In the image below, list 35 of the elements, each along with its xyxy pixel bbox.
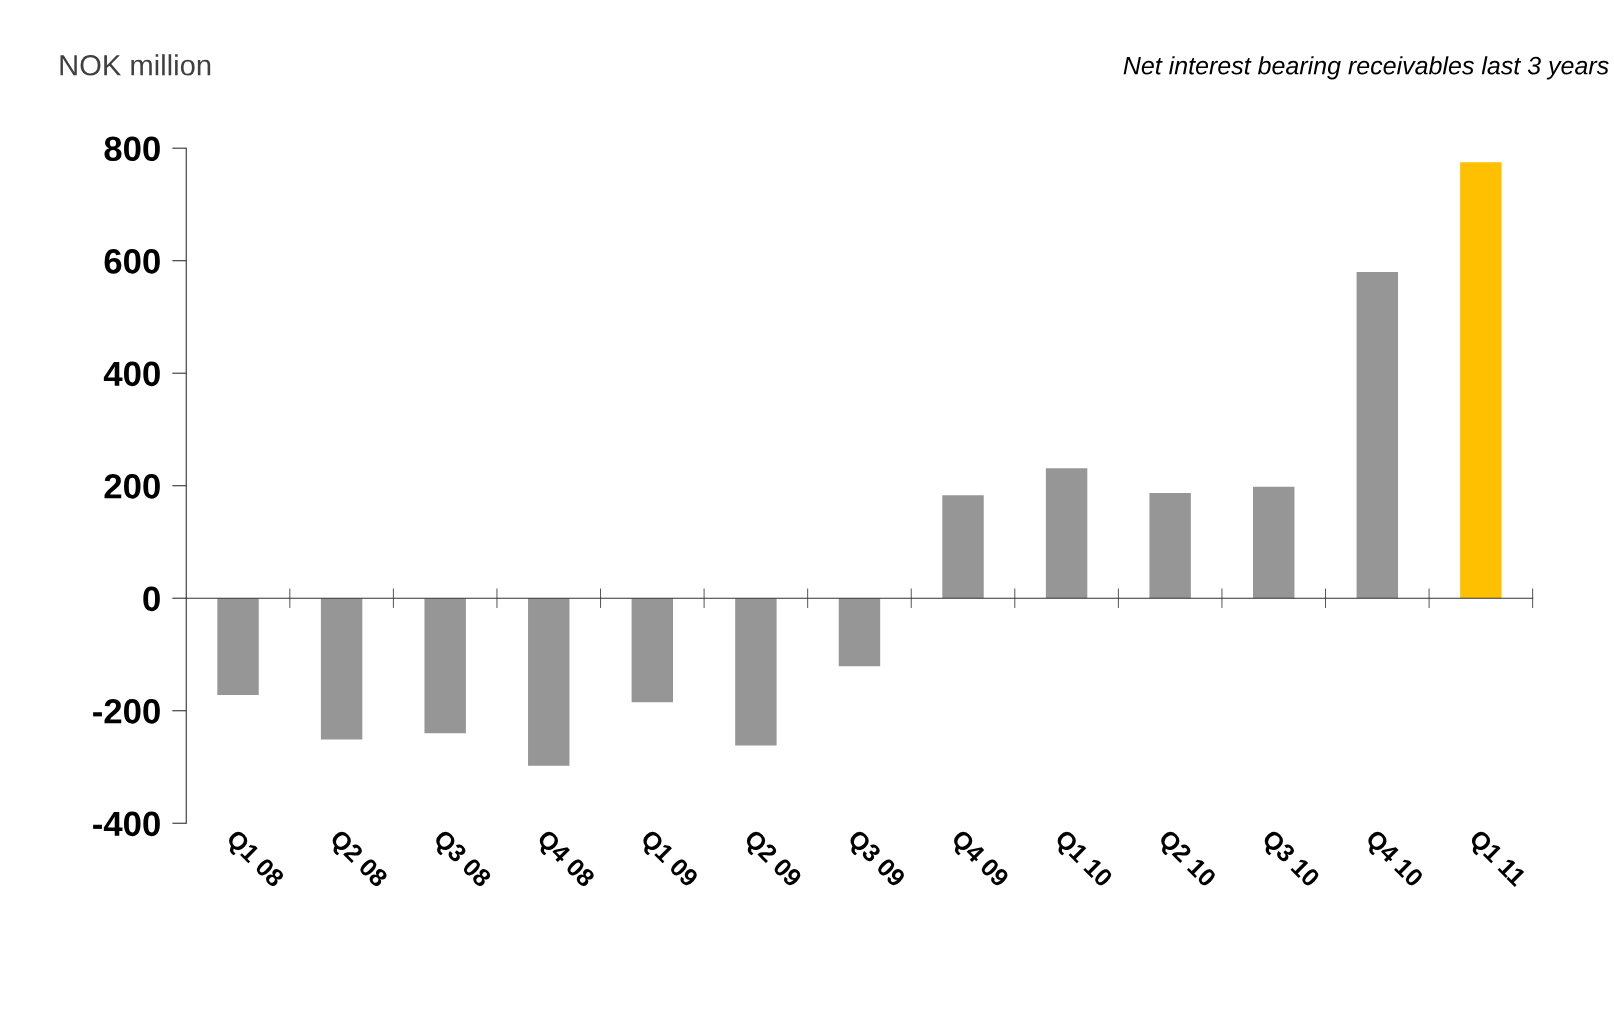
- bar: [942, 495, 984, 599]
- x-tick-label: Q2 10: [1154, 828, 1218, 892]
- bar: [424, 598, 466, 734]
- bar: [320, 598, 363, 740]
- x-tick-label: Q1 09: [636, 828, 700, 892]
- x-tick-label: Q1 08: [222, 828, 286, 892]
- x-tick-label: Q4 08: [533, 828, 596, 892]
- y-axis-title: NOK million: [60, 54, 211, 76]
- bar: [1356, 271, 1399, 599]
- bar: [735, 598, 777, 746]
- bar: [1460, 162, 1502, 599]
- x-tick-label: Q3 08: [429, 828, 493, 892]
- x-tick-label: Q4 10: [1361, 828, 1425, 892]
- y-tick-label: 800: [104, 136, 160, 162]
- chart-title: Net interest bearing receivables last 3 years: [1123, 56, 1609, 80]
- bar: [217, 598, 259, 695]
- x-tick-label: Q2 09: [740, 828, 803, 892]
- bar: [1149, 493, 1191, 599]
- x-tick-label: Q1 10: [1051, 828, 1114, 892]
- y-tick-label: -200: [93, 699, 160, 724]
- y-tick-label: 0: [143, 586, 160, 612]
- bar: [838, 598, 881, 667]
- bar: [631, 598, 674, 703]
- x-tick-label: Q1 11: [1465, 828, 1528, 891]
- y-tick-label: -400: [93, 811, 160, 837]
- x-tick-label: Q3 09: [843, 828, 907, 892]
- bar: [1253, 486, 1295, 599]
- y-tick-label: 200: [104, 474, 160, 499]
- x-tick-label: Q3 10: [1258, 828, 1321, 892]
- y-tick-label: 400: [103, 361, 160, 387]
- y-tick-label: 600: [104, 249, 160, 274]
- x-tick-label: Q2 08: [326, 828, 389, 892]
- bar: [528, 598, 570, 766]
- x-tick-label: Q4 09: [947, 828, 1011, 892]
- bar: [1045, 468, 1088, 599]
